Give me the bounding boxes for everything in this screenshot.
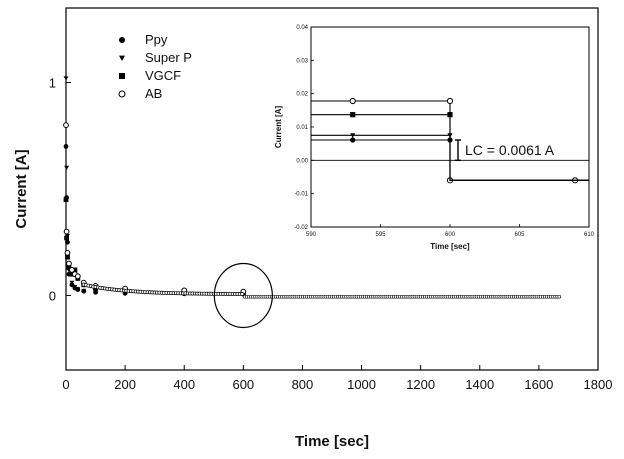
inset-y-tick-label-5: 0.03 xyxy=(296,58,308,64)
legend-symbol-ab xyxy=(118,90,126,98)
legend-marker-super-p xyxy=(119,55,125,61)
inset-y-axis-label: Current [A] xyxy=(274,106,283,149)
x-tick-label-400: 400 xyxy=(173,377,195,392)
legend-label-vgcf: VGCF xyxy=(145,68,181,83)
point-vgcf-3 xyxy=(66,265,72,271)
x-tick-label-600: 600 xyxy=(232,377,254,392)
point-ab-4 xyxy=(69,267,75,273)
point-vgcf-0 xyxy=(63,197,69,203)
inset-point-ab-0 xyxy=(349,97,356,105)
legend-symbol-super-p xyxy=(119,55,125,61)
legend-marker-ab xyxy=(118,90,126,98)
point-vgcf-2 xyxy=(65,254,70,260)
inset-point-ppy-0 xyxy=(350,137,356,143)
main-tick-marks xyxy=(65,82,599,370)
inset-tick-marks xyxy=(310,26,590,228)
point-super-p-5 xyxy=(72,285,78,290)
legend-entry-vgcf: VGCF xyxy=(119,68,181,83)
x-tick-label-0: 0 xyxy=(62,377,69,392)
legend-entry-ppy: Ppy xyxy=(119,32,168,47)
point-super-p-1 xyxy=(64,165,69,171)
inset-background xyxy=(267,19,597,267)
legend: Ppy Super P VGCF AB xyxy=(118,32,192,101)
legend-symbol-vgcf xyxy=(119,73,125,79)
point-ab-2 xyxy=(64,249,71,256)
point-vgcf-1 xyxy=(64,235,69,241)
point-ab-3 xyxy=(66,260,72,267)
decay-trail xyxy=(81,282,245,296)
legend-entry-super-p: Super P xyxy=(119,50,192,65)
point-ppy-0 xyxy=(63,144,69,149)
legend-label-super-p: Super P xyxy=(145,50,192,65)
legend-label-ab: AB xyxy=(145,86,162,101)
inset-point-super-p-1 xyxy=(447,133,453,138)
inset-y-tick-label-6: 0.04 xyxy=(296,25,308,31)
inset-x-tick-label-595: 595 xyxy=(375,232,386,238)
inset-x-tick-label-610: 610 xyxy=(584,232,595,238)
x-tick-label-1800: 1800 xyxy=(584,377,613,392)
main-tick-labels: 0 200 400 600 800 1000 1200 1400 1600 1800 0 1 xyxy=(49,76,613,392)
inset-y-tick-label-3: 0.01 xyxy=(296,125,308,131)
x-tick-label-1200: 1200 xyxy=(406,377,435,392)
inset-chart: 590 595 600 605 610 -0.02 -0.01 0.00 0.01 0.02 0.0… xyxy=(267,19,597,267)
legend-entry-ab: AB xyxy=(118,86,162,101)
inset-point-vgcf-0 xyxy=(350,112,356,118)
inset-x-tick-label-605: 605 xyxy=(514,232,525,238)
x-tick-label-1000: 1000 xyxy=(347,377,376,392)
x-tick-label-1400: 1400 xyxy=(465,377,494,392)
inset-point-vgcf-1 xyxy=(447,112,453,118)
trail-point-596 xyxy=(240,292,245,296)
series-ab xyxy=(63,122,247,295)
point-ab-0 xyxy=(63,122,69,129)
point-super-p-8 xyxy=(93,290,98,295)
point-ppy-2 xyxy=(65,239,70,245)
inset-line-ppy xyxy=(311,139,589,181)
inset-x-tick-label-590: 590 xyxy=(306,232,317,238)
inset-y-tick-label-0: -0.02 xyxy=(294,225,308,231)
point-super-p-6 xyxy=(75,287,81,292)
inset-data-lines xyxy=(311,97,589,184)
legend-marker-ppy xyxy=(119,37,125,43)
inset-tick-labels: 590 595 600 605 610 -0.02 -0.01 0.00 0.01 0.02 0.0… xyxy=(294,25,594,238)
legend-symbol-ppy xyxy=(119,37,125,43)
point-vgcf-4 xyxy=(69,271,75,277)
x-tick-label-800: 800 xyxy=(292,377,314,392)
inset-x-tick-label-600: 600 xyxy=(445,232,456,238)
highlight-circle xyxy=(213,262,273,329)
leakage-current-bracket xyxy=(455,139,461,162)
point-super-p-4 xyxy=(69,280,75,286)
discharge-point-1669 xyxy=(557,294,562,299)
inset-point-ab-1 xyxy=(446,97,454,105)
inset-point-ppy-1 xyxy=(447,137,453,143)
discharge-segment xyxy=(243,294,562,299)
inset-y-tick-label-4: 0.02 xyxy=(296,92,308,98)
y-tick-label-0: 0 xyxy=(49,288,56,303)
x-tick-label-1600: 1600 xyxy=(524,377,553,392)
inset-series-ppy xyxy=(311,137,589,181)
x-axis-label: Time [sec] xyxy=(295,433,369,450)
main-plot-frame xyxy=(65,7,599,371)
x-tick-label-200: 200 xyxy=(114,377,136,392)
inset-y-tick-label-2: 0.00 xyxy=(296,158,308,164)
point-ab-1 xyxy=(63,228,70,235)
point-ab-6 xyxy=(74,273,81,280)
legend-label-ppy: Ppy xyxy=(145,32,168,47)
main-data-points xyxy=(63,76,562,299)
y-axis-label: Current [A] xyxy=(13,149,30,228)
point-vgcf-5 xyxy=(72,267,78,273)
inset-x-axis-label: Time [sec] xyxy=(430,242,470,251)
point-super-p-0 xyxy=(63,76,69,81)
inset-point-super-p-0 xyxy=(350,133,356,138)
point-super-p-7 xyxy=(81,288,87,294)
legend-marker-vgcf xyxy=(119,73,125,79)
inset-y-tick-label-1: -0.01 xyxy=(294,192,308,198)
leakage-current-annotation: LC = 0.0061 A xyxy=(465,142,555,158)
y-tick-label-1: 1 xyxy=(49,76,56,91)
